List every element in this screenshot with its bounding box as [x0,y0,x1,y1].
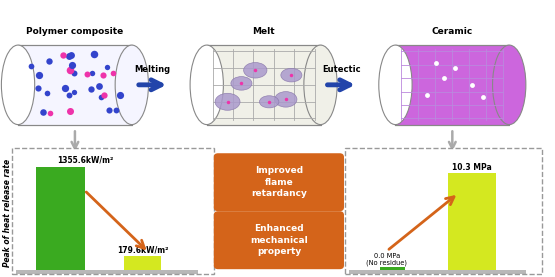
Text: Eutectic: Eutectic [322,65,361,74]
Text: Ceramic: Ceramic [432,27,473,36]
Text: 10.3 MPa: 10.3 MPa [452,163,492,172]
Text: 0.0 MPa
(No residue): 0.0 MPa (No residue) [366,253,407,266]
Ellipse shape [115,45,149,125]
Ellipse shape [231,77,252,90]
Text: 179.6kW/m²: 179.6kW/m² [117,245,169,255]
Bar [349,270,526,274]
Bar [395,45,509,125]
Text: Polymer composite: Polymer composite [26,27,124,36]
Ellipse shape [244,63,267,78]
Text: Peak of heat release rate: Peak of heat release rate [3,159,12,267]
Text: Melting: Melting [134,65,171,74]
Ellipse shape [2,45,35,125]
Bar [380,267,405,270]
Ellipse shape [379,45,412,125]
Bar [16,270,198,274]
FancyBboxPatch shape [214,153,344,211]
Bar [36,167,85,270]
Text: 1355.6kW/m²: 1355.6kW/m² [57,156,114,165]
Ellipse shape [275,92,297,107]
Ellipse shape [493,45,526,125]
Ellipse shape [190,45,224,125]
Bar [448,173,496,270]
Ellipse shape [304,45,337,125]
Bar [18,45,132,125]
Text: Enhanced
mechanical
property: Enhanced mechanical property [250,224,308,256]
Bar [207,45,321,125]
FancyBboxPatch shape [214,211,344,269]
Ellipse shape [215,93,240,110]
Ellipse shape [259,96,279,108]
Text: Melt: Melt [253,27,275,36]
Text: Improved
flame
retardancy: Improved flame retardancy [251,166,307,198]
Bar [124,257,162,270]
Text: Flexural strength of ceramic: Flexural strength of ceramic [554,151,555,273]
Ellipse shape [281,68,302,82]
